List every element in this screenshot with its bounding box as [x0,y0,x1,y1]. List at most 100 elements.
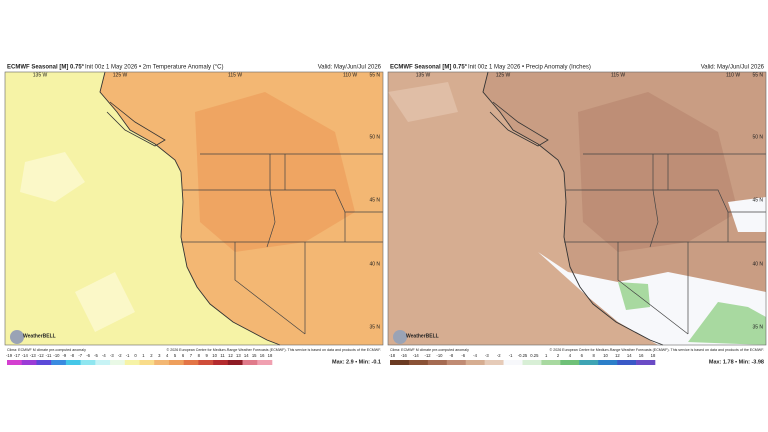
logo: WeatherBELL [406,333,439,339]
colorbar-label: -2 [497,353,501,358]
colorbar-label: -4 [473,353,477,358]
coastline [99,71,281,346]
colorbar-segment [124,360,140,365]
lat-label: 35 N [752,324,763,330]
colorbar-segment [522,360,542,365]
lat-label: 40 N [369,261,380,267]
colorbar-label: -13 [30,353,37,358]
colorbar-label: 11 [220,353,225,358]
colorbar-segment [168,360,184,365]
colorbar-segment [257,360,273,365]
colorbar-label: 1 [142,353,145,358]
colorbar-label: -8 [70,353,74,358]
colorbar-label: -9 [62,353,66,358]
colorbar-label: 3 [158,353,161,358]
colorbar-segment [484,360,504,365]
colorbar-label: -11 [46,353,52,358]
map-border [4,71,384,346]
colorbar-segment [139,360,155,365]
colorbar-segment [110,360,126,365]
colorbar-segment [227,360,243,365]
lat-label: 50 N [369,134,380,140]
map-border [387,71,767,346]
colorbar-label: 8 [198,353,201,358]
lon-label: 110 W [726,72,740,78]
colorbar-segment [503,360,523,365]
island-coast [489,101,549,147]
colorbar-label: 14 [627,353,632,358]
anomaly-area [688,302,766,345]
colorbar-label: -1 [509,353,513,358]
colorbar-segment [636,360,656,365]
panel-subtitle: Init 00z 1 May 2026 • 2m Temperature Ano… [85,65,223,71]
copyright: © 2026 European Centre for Medium-Range … [550,348,765,352]
island-coast [106,101,166,147]
colorbar-label: 15 [252,353,257,358]
lon-label: 115 W [228,72,242,78]
colorbar-label: 14 [244,353,249,358]
colorbar-segment [21,360,37,365]
border [270,189,383,213]
colorbar-segment [427,360,448,365]
lat-label: 40 N [752,261,763,267]
colorbar-label: 1 [545,353,548,358]
border [617,242,689,335]
colorbar-segment [198,360,214,365]
panel: ECMWF Seasonal [M] 0.75° Init 00z 1 May 2… [387,62,767,368]
colorbar-label: -12 [38,353,45,358]
colorbar-label: -3 [485,353,489,358]
colorbar-label: 12 [615,353,620,358]
colorbar-label: 8 [593,353,596,358]
valid-time: Valid: May/Jun/Jul 2026 [701,65,765,71]
colorbar-label: -14 [413,353,420,358]
lon-label: 125 W [113,72,128,78]
copyright: © 2026 European Centre for Medium-Range … [167,348,382,352]
colorbar-label: 4 [569,353,572,358]
panel: ECMWF Seasonal [M] 0.75° Init 00z 1 May 2… [4,62,384,368]
colorbar-label: -0.25 [518,353,528,358]
border [266,154,276,248]
colorbar-label: -3 [110,353,114,358]
colorbar-label: 6 [581,353,584,358]
colorbar-label: -5 [94,353,98,358]
logo: WeatherBELL [23,333,56,339]
colorbar-segment [154,360,170,365]
anomaly-area [388,82,458,122]
colorbar-segment [183,360,199,365]
coastline [482,71,664,346]
colorbar-label: 16 [639,353,644,358]
border [649,154,659,248]
lon-label: 110 W [343,72,357,78]
colorbar-label: -6 [461,353,465,358]
colorbar-segment [213,360,229,365]
colorbar-segment [80,360,96,365]
lon-label: 115 W [611,72,625,78]
logo-icon [393,330,407,344]
colorbar-label: 2 [557,353,560,358]
colorbar-label: -2 [118,353,122,358]
anomaly-area [20,152,85,202]
colorbar-label: 18 [268,353,273,358]
anomaly-area [75,272,135,332]
clima-note: Clima: ECMWF M climate pre-computed anom… [390,348,469,352]
colorbar-segment [579,360,599,365]
colorbar-label: 18 [651,353,656,358]
anomaly-core [578,92,738,252]
map: 135 W 125 W 115 W 110 W 55 N 50 N 45 N 40 N 35 N… [4,71,384,346]
colorbar-label: 0 [134,353,137,358]
colorbar-label: 5 [174,353,177,358]
colorbar-segment [408,360,429,365]
lon-label: 125 W [496,72,511,78]
lon-label: 135 W [33,72,48,78]
colorbar-label: 9 [206,353,209,358]
colorbar-label: 16 [260,353,265,358]
max-min: Max: 2.9 • Min: -0.1 [332,359,381,365]
logo-icon [10,330,24,344]
colorbar-label: 7 [190,353,193,358]
colorbar-segment [541,360,561,365]
anomaly-area [618,282,650,310]
colorbar-label: -10 [436,353,443,358]
colorbar-label: 12 [228,353,233,358]
